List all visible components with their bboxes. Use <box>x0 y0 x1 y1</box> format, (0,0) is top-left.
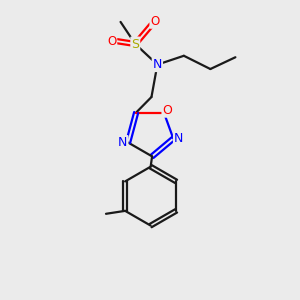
Text: N: N <box>153 58 162 71</box>
Text: O: O <box>107 34 116 48</box>
Text: S: S <box>131 38 139 50</box>
Text: N: N <box>174 132 183 145</box>
Text: O: O <box>150 15 160 28</box>
Text: O: O <box>162 104 172 117</box>
Text: N: N <box>118 136 128 149</box>
